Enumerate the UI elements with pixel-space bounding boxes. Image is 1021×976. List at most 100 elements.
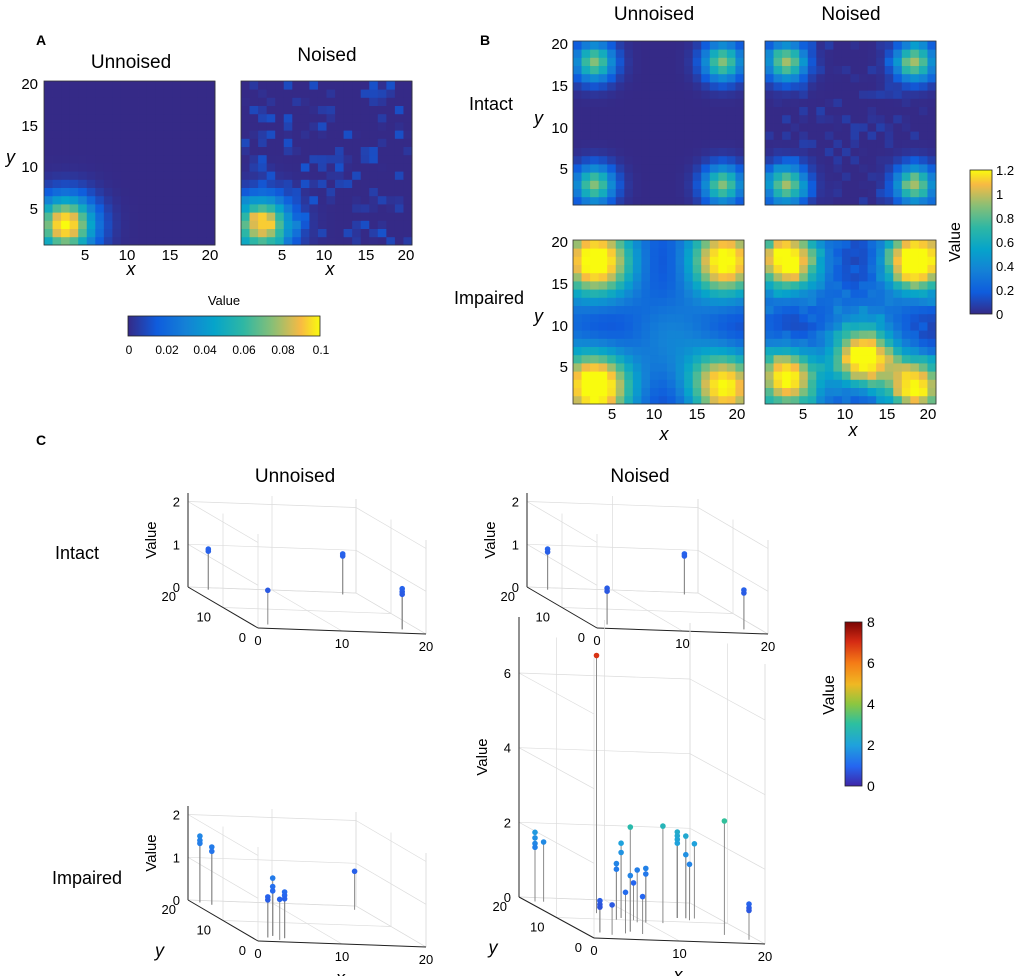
panel-a-colorbar-label: Value	[208, 293, 240, 308]
panel-a-colorbar-tick-002: 0.02	[155, 343, 179, 357]
heatmap-cell	[859, 297, 868, 306]
heatmap-cell	[590, 289, 600, 298]
heatmap-cell	[790, 354, 800, 364]
heatmap-cell	[120, 97, 130, 106]
heatmap-cell	[807, 256, 817, 265]
heatmap-cell	[189, 122, 199, 131]
heatmap-cell	[718, 379, 728, 388]
heatmap-cell	[816, 256, 826, 265]
heatmap-cell	[816, 98, 826, 107]
heatmap-cell	[782, 106, 792, 116]
heatmap-cell	[658, 363, 668, 372]
heatmap-cell	[598, 139, 608, 148]
heatmap-cell	[266, 146, 276, 156]
heatmap-cell	[146, 97, 156, 106]
heatmap-cell	[607, 256, 617, 265]
heatmap-cell	[718, 338, 728, 347]
heatmap-cell	[206, 171, 216, 180]
heatmap-cell	[155, 212, 165, 221]
heatmap-cell	[667, 371, 676, 380]
heatmap-cell	[701, 305, 711, 315]
heatmap-cell	[163, 163, 173, 172]
heatmap-cell	[241, 138, 250, 147]
heatmap-cell	[701, 131, 711, 140]
heatmap-cell	[927, 248, 937, 257]
heatmap-cell	[146, 212, 156, 221]
heatmap-cell	[581, 297, 591, 306]
heatmap-cell	[701, 57, 711, 66]
heatmap-cell	[850, 354, 860, 364]
heatmap-cell	[44, 212, 53, 221]
heatmap-cell	[658, 90, 668, 99]
heatmap-cell	[69, 220, 79, 229]
heatmap-cell	[816, 82, 826, 91]
heatmap-cell	[893, 281, 903, 290]
heatmap-cell	[833, 264, 843, 274]
heatmap-cell	[352, 179, 362, 188]
heatmap-cell	[841, 57, 851, 66]
heatmap-cell	[352, 122, 362, 131]
heatmap-cell	[876, 90, 886, 99]
heatmap-cell	[675, 41, 685, 50]
heatmap-cell	[377, 228, 387, 238]
heatmap-cell	[180, 179, 190, 188]
heatmap-cell	[816, 196, 826, 206]
heatmap-cell	[901, 264, 911, 274]
heatmap-cell	[667, 322, 676, 331]
heatmap-cell	[44, 130, 53, 139]
data-point	[604, 588, 610, 594]
heatmap-cell	[95, 130, 105, 139]
heatmap-cell	[69, 138, 79, 147]
heatmap-cell	[632, 41, 642, 50]
panel-a-colorbar-tick-008: 0.08	[271, 343, 295, 357]
heatmap-cell	[799, 338, 809, 347]
heatmap-cell	[300, 130, 310, 139]
heatmap-cell	[816, 73, 826, 83]
heatmap-cell	[790, 172, 800, 181]
heatmap-cell	[918, 82, 928, 91]
heatmap-cell	[335, 105, 344, 115]
heatmap-cell	[292, 163, 302, 172]
heatmap-cell	[901, 322, 911, 331]
heatmap-cell	[901, 289, 911, 298]
heatmap-cell	[850, 346, 860, 356]
heatmap-cell	[163, 187, 173, 197]
heatmap-cell	[598, 172, 608, 181]
data-point	[609, 902, 615, 908]
heatmap-cell	[615, 180, 625, 189]
heatmap-cell	[197, 138, 207, 147]
z-tick-label: 0	[512, 580, 519, 595]
heatmap-cell	[180, 130, 190, 139]
heatmap-cell	[927, 49, 937, 58]
heatmap-cell	[833, 354, 843, 364]
heatmap-cell	[624, 98, 634, 107]
heatmap-cell	[607, 147, 617, 157]
heatmap-cell	[918, 196, 928, 206]
heatmap-cell	[765, 272, 774, 282]
heatmap-cell	[44, 187, 53, 197]
heatmap-cell	[44, 154, 53, 164]
heatmap-cell	[573, 90, 582, 99]
heatmap-cell	[876, 305, 886, 315]
heatmap-cell	[78, 204, 88, 213]
heatmap-cell	[824, 65, 834, 75]
heatmap-cell	[824, 73, 834, 83]
heatmap-cell	[69, 113, 79, 123]
heatmap-cell	[86, 195, 96, 205]
y-tick-label: 20	[162, 589, 176, 604]
heatmap-cell	[581, 131, 591, 140]
data-point	[597, 904, 603, 910]
heatmap-cell	[352, 220, 362, 229]
heatmap-cell	[607, 387, 617, 397]
heatmap-cell	[718, 155, 728, 165]
heatmap-cell	[632, 57, 642, 66]
heatmap-cell	[927, 139, 937, 148]
heatmap-cell	[292, 179, 302, 188]
heatmap-cell	[824, 240, 834, 249]
heatmap-cell	[61, 105, 71, 115]
grid-line	[526, 586, 699, 594]
panel-a2-xtick-5: 5	[278, 247, 286, 264]
heatmap-cell	[386, 130, 396, 139]
heatmap-cell	[607, 155, 617, 165]
heatmap-cell	[573, 73, 582, 83]
